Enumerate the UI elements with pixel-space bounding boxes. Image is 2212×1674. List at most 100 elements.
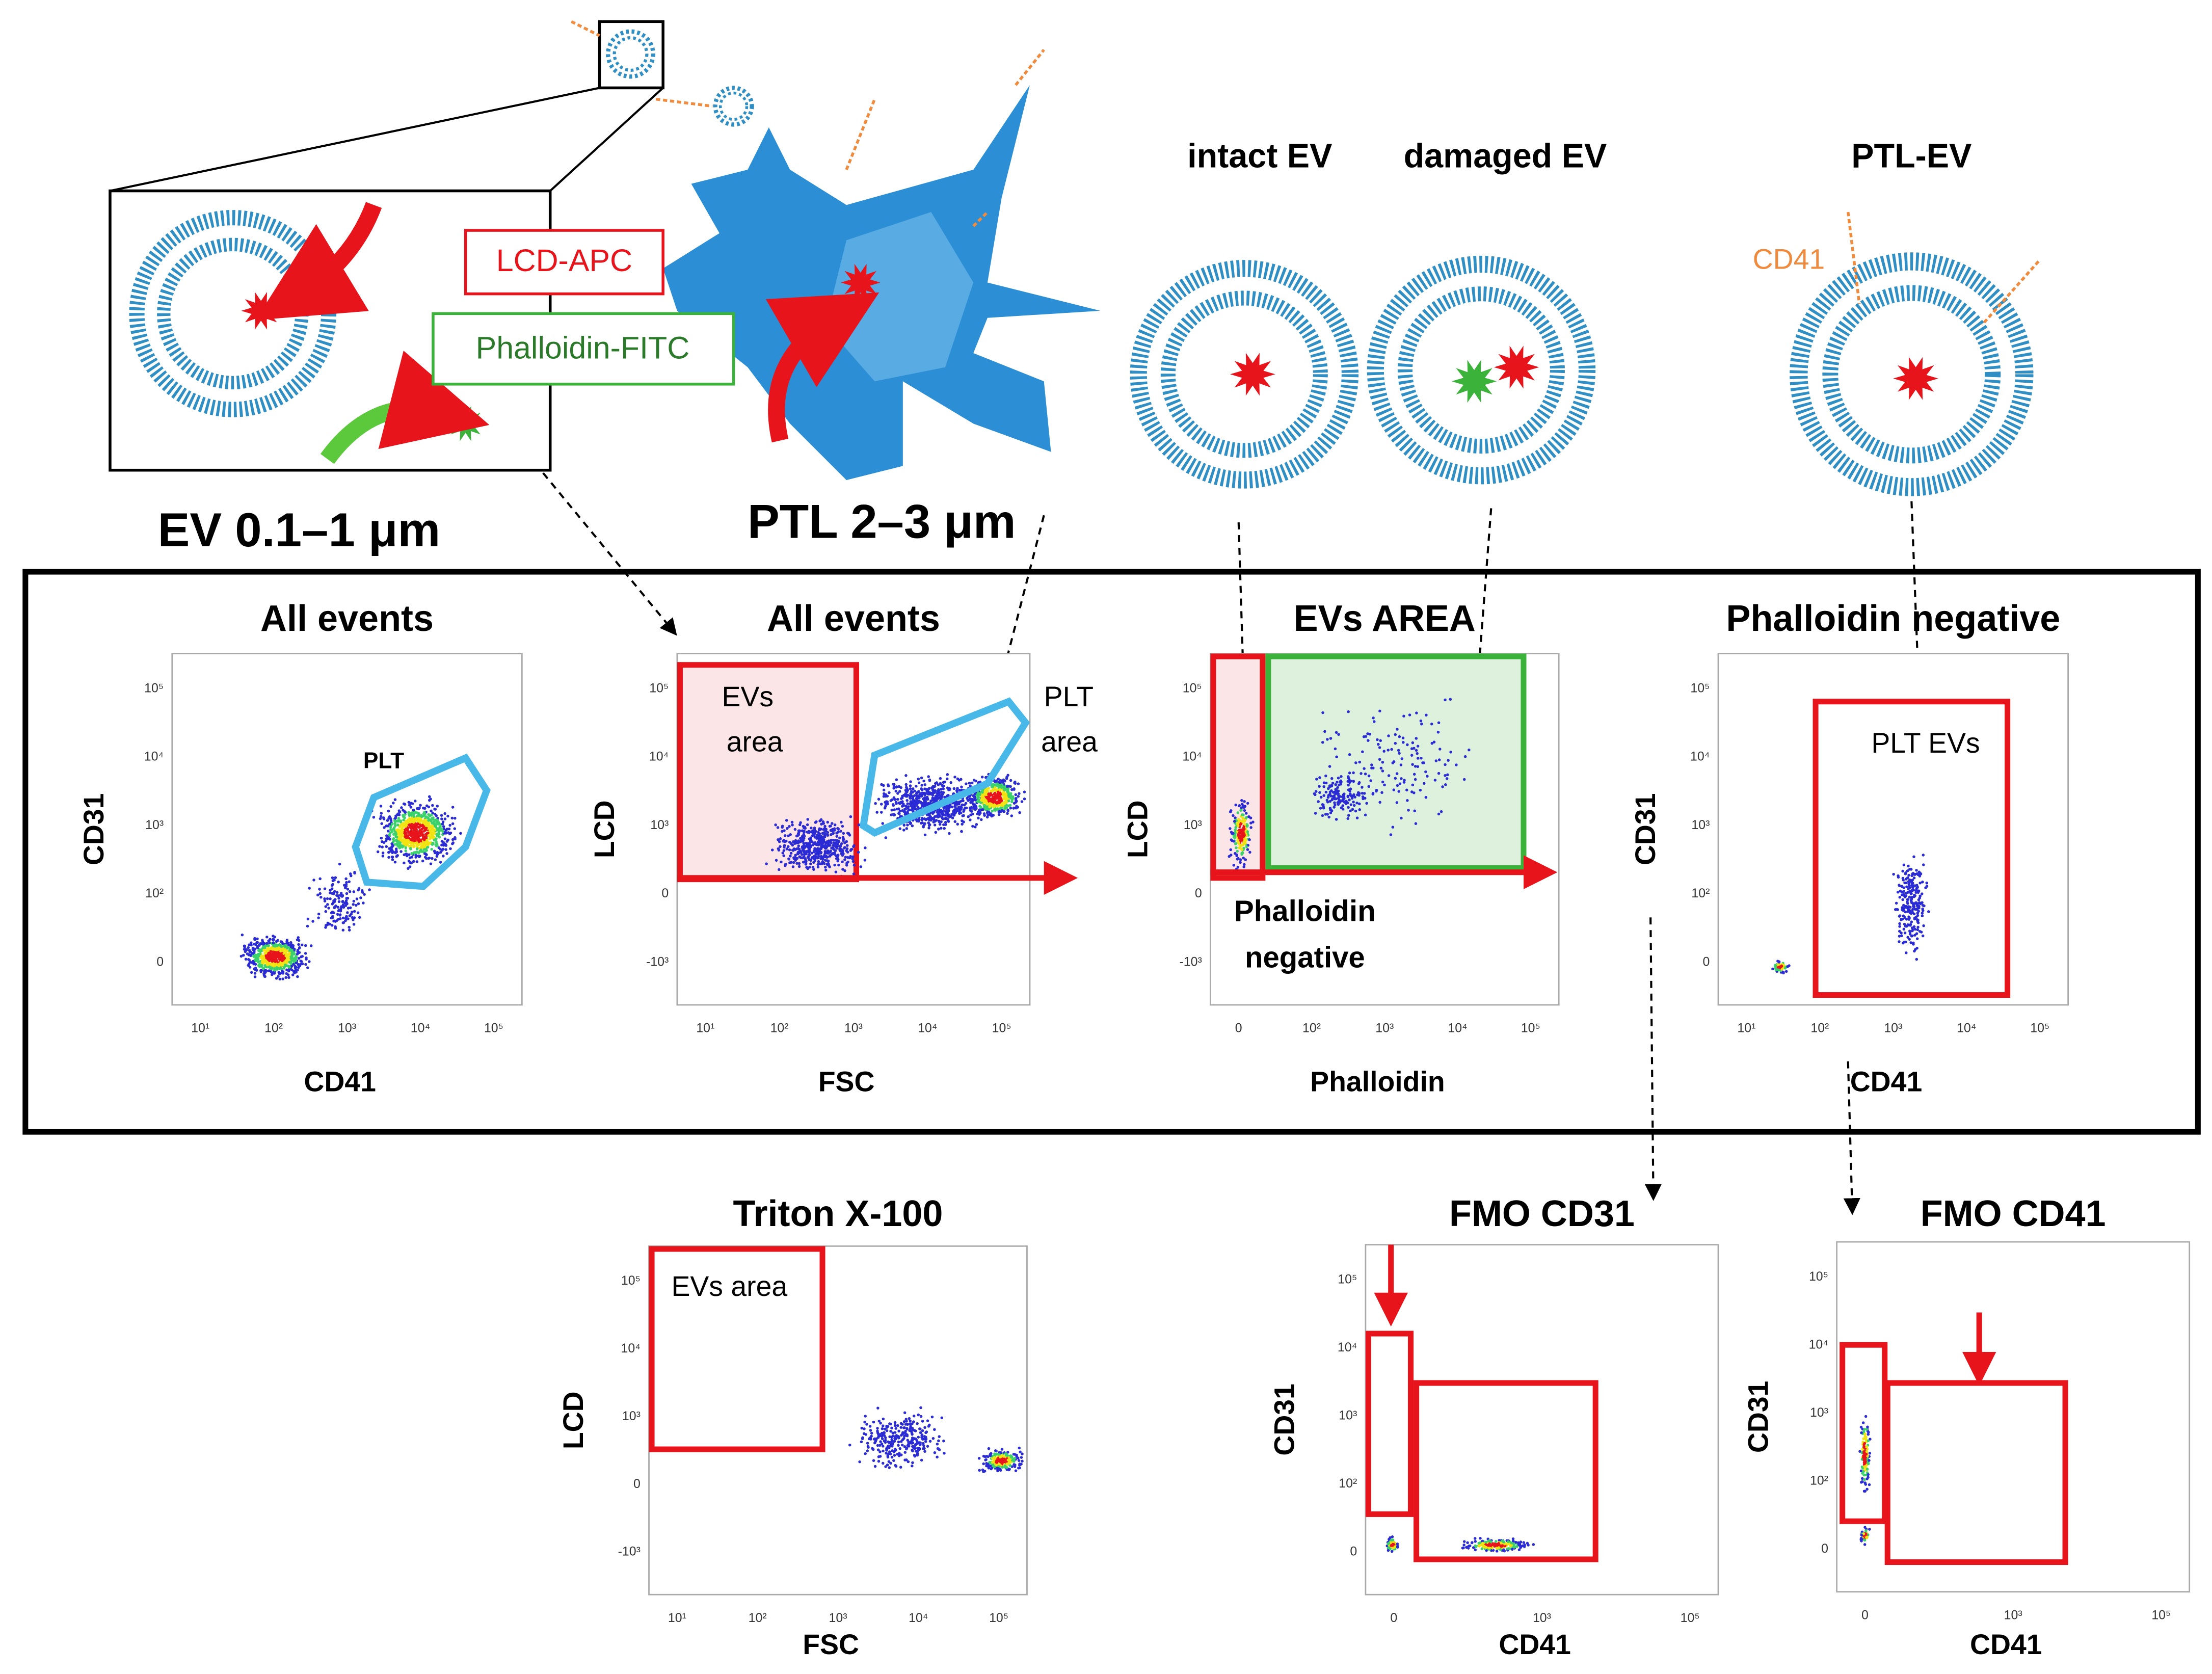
event-dot <box>908 1422 912 1425</box>
event-dot <box>424 828 428 831</box>
event-dot <box>257 949 260 952</box>
event-dot <box>359 896 362 899</box>
event-dot <box>1771 967 1774 971</box>
event-dot <box>333 890 336 893</box>
event-dot <box>1239 809 1242 812</box>
event-dot <box>1353 795 1356 799</box>
event-dot <box>928 778 931 782</box>
event-dot <box>440 814 443 817</box>
event-dot <box>415 811 418 814</box>
event-dot <box>390 822 394 826</box>
event-dot <box>308 960 311 963</box>
event-dot <box>931 788 935 791</box>
event-dot <box>339 891 343 895</box>
event-dot <box>1349 787 1352 790</box>
gate <box>352 753 491 890</box>
event-dot <box>459 832 462 835</box>
event-dot <box>892 786 895 790</box>
event-dot <box>387 851 390 854</box>
event-dot <box>266 963 269 967</box>
event-dot <box>1339 795 1342 798</box>
event-dot <box>892 796 896 800</box>
event-dot <box>933 1451 937 1454</box>
event-dot <box>289 956 293 959</box>
event-dot <box>937 797 940 800</box>
event-dot <box>1009 1455 1013 1459</box>
event-dot <box>921 817 924 821</box>
y-tick-label: 10³ <box>1339 1409 1357 1423</box>
event-dot <box>419 814 422 817</box>
event-dot <box>880 1442 884 1446</box>
event-dot <box>887 1440 890 1444</box>
event-dot <box>799 850 803 853</box>
event-dot <box>354 904 358 907</box>
event-dot <box>276 954 279 958</box>
event-dot <box>805 852 808 856</box>
x-axis-label: FSC <box>803 1629 859 1660</box>
event-dot <box>987 794 991 798</box>
event-dot <box>785 819 788 822</box>
event-dot <box>427 819 430 822</box>
event-dot <box>352 923 356 926</box>
event-dot <box>1023 797 1026 801</box>
event-dot <box>440 817 443 820</box>
event-dot <box>1236 849 1239 853</box>
event-dot <box>393 798 397 801</box>
event-dot <box>979 818 983 821</box>
event-dot <box>936 812 940 816</box>
event-dot <box>287 943 291 947</box>
event-dot <box>1347 710 1350 713</box>
event-dot <box>1012 788 1016 791</box>
event-dot <box>1430 722 1433 726</box>
event-dot <box>807 830 811 833</box>
event-dot <box>1361 795 1365 799</box>
y-tick-label: 10⁴ <box>144 750 164 764</box>
event-dot <box>985 795 988 799</box>
event-dot <box>812 855 816 858</box>
event-dot <box>915 792 918 795</box>
event-dot <box>1901 898 1904 901</box>
event-dot <box>286 973 290 976</box>
event-dot <box>1004 1452 1007 1455</box>
event-dot <box>412 815 416 818</box>
event-dot <box>933 1428 936 1431</box>
event-dot <box>903 808 907 811</box>
event-dot <box>263 942 266 945</box>
event-dot <box>1916 925 1920 929</box>
event-dot <box>980 798 984 802</box>
event-dot <box>786 845 790 848</box>
event-dot <box>875 811 878 814</box>
event-dot <box>443 812 446 815</box>
event-dot <box>1906 869 1909 872</box>
y-axis-label: LCD <box>1122 800 1154 858</box>
event-dot <box>827 852 830 855</box>
event-dot <box>816 840 820 844</box>
event-dot <box>902 1420 906 1423</box>
event-dot <box>1923 904 1926 908</box>
event-dot <box>812 868 815 871</box>
plot-frame <box>1365 1244 1719 1596</box>
event-dot <box>1916 921 1920 924</box>
event-dot <box>1326 738 1329 741</box>
event-dot <box>883 806 887 810</box>
event-dot <box>822 862 826 865</box>
event-dot <box>923 1450 926 1453</box>
event-dot <box>889 1462 892 1465</box>
event-dot <box>942 784 945 788</box>
event-dot <box>243 944 247 948</box>
event-dot <box>985 1464 988 1468</box>
event-dot <box>1332 806 1336 809</box>
x-axis-label: Phalloidin <box>1310 1066 1445 1098</box>
event-dot <box>439 847 442 851</box>
event-dot <box>331 902 334 906</box>
event-dot <box>801 835 804 838</box>
event-dot <box>1397 790 1401 793</box>
event-dot <box>932 798 936 801</box>
event-dot <box>274 960 277 963</box>
event-dot <box>953 820 957 823</box>
event-dot <box>1314 790 1318 793</box>
event-dot <box>392 828 396 831</box>
event-dot <box>430 819 433 822</box>
event-dot <box>1000 809 1004 812</box>
event-dot <box>823 825 827 828</box>
